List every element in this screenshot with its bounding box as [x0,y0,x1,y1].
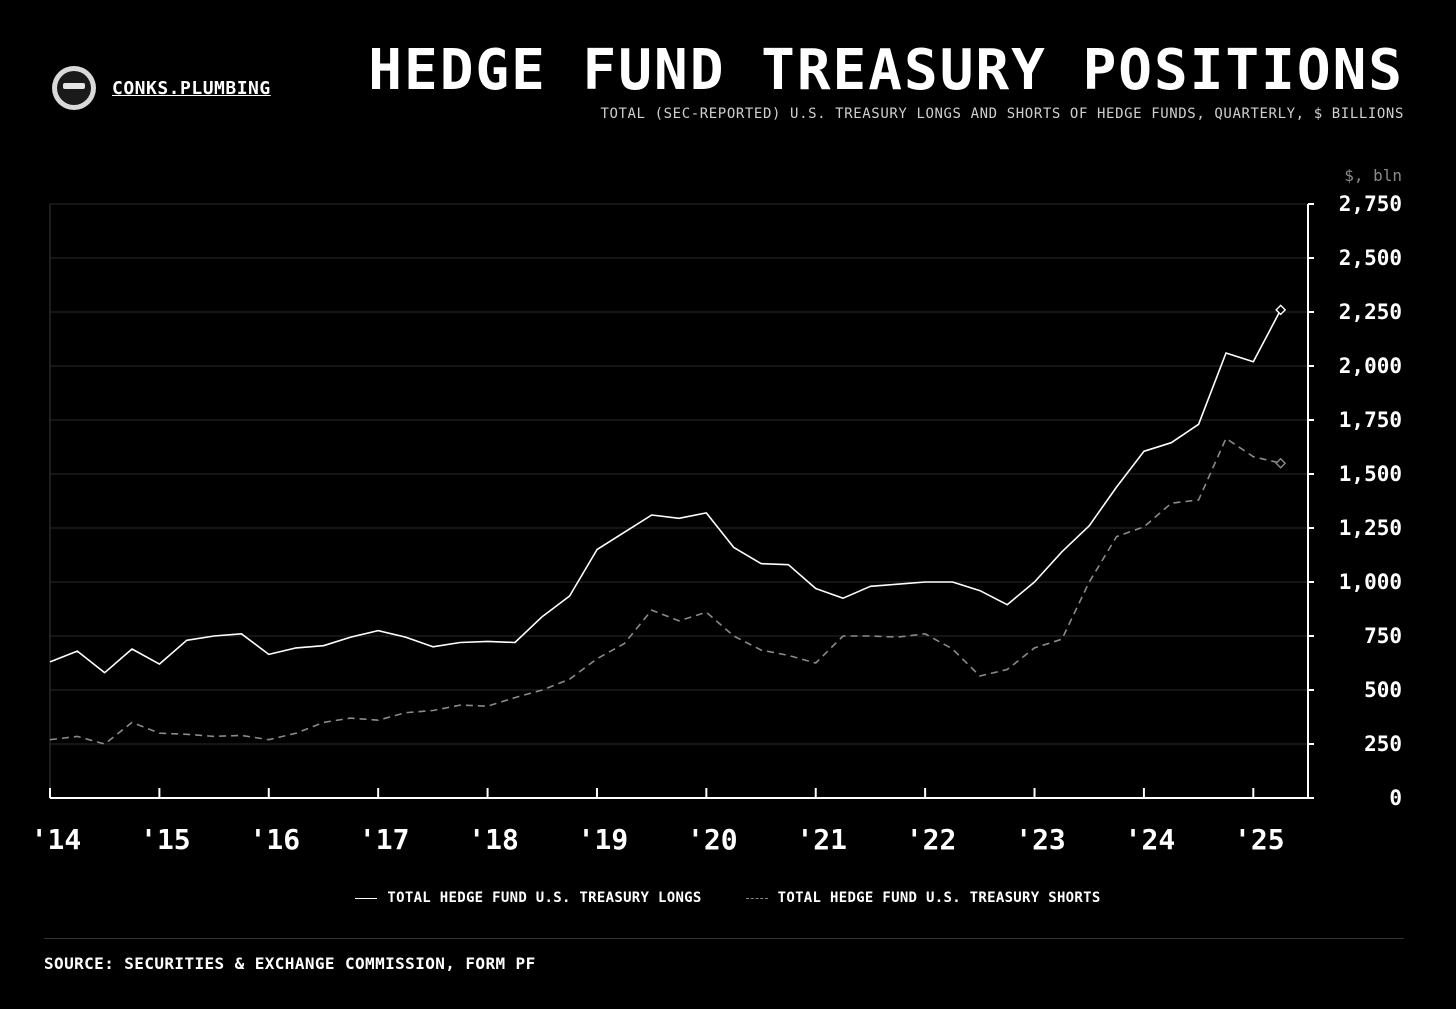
x-tick-label: '16 [249,823,300,856]
brand-link[interactable]: CONKS.PLUMBING [112,77,271,99]
series-line-shorts [49,437,1281,745]
y-tick-label: 2,000 [1339,354,1402,378]
x-tick-label: '22 [906,823,957,856]
x-tick-label: '23 [1015,823,1066,856]
chart-subtitle: TOTAL (SEC-REPORTED) U.S. TREASURY LONGS… [600,106,1404,122]
y-tick-label: 0 [1389,786,1402,810]
y-tick-label: 1,000 [1339,570,1402,594]
legend-swatch-dashed [745,897,768,899]
x-tick-label: '18 [468,823,519,856]
y-tick-label: 250 [1364,732,1402,756]
x-tick-label: '21 [796,823,847,856]
y-tick-label: 500 [1364,678,1402,702]
legend-item-shorts: TOTAL HEDGE FUND U.S. TREASURY SHORTS [745,890,1101,906]
legend-swatch-solid [355,897,378,899]
x-tick-label: '25 [1234,823,1285,856]
y-tick-label: 1,250 [1339,516,1402,540]
x-tick-label: '14 [31,823,82,856]
legend: TOTAL HEDGE FUND U.S. TREASURY LONGS TOT… [0,890,1456,906]
y-tick-label: 2,250 [1339,300,1402,324]
brand: CONKS.PLUMBING [52,66,271,110]
y-tick-label: 1,750 [1339,408,1402,432]
x-tick-label: '20 [687,823,738,856]
y-tick-label: 2,500 [1339,246,1402,270]
line-chart: 0 250 500 750 1,000 1,250 1,500 1,750 2,000 2,250… [31,166,1402,856]
y-tick-label: 750 [1364,624,1402,648]
source-note: SOURCE: SECURITIES & EXCHANGE COMMISSION… [44,954,536,973]
y-tick-label: 2,750 [1339,192,1402,216]
y-axis-label: $, bln [1344,166,1402,185]
x-tick-label: '15 [140,823,191,856]
x-tick-label: '17 [359,823,410,856]
avatar [52,66,96,110]
x-tick-label: '19 [578,823,629,856]
chart-title: HEDGE FUND TREASURY POSITIONS [368,38,1404,103]
footer-divider [44,938,1404,939]
last-point-marker [1275,457,1287,469]
legend-label-longs: TOTAL HEDGE FUND U.S. TREASURY LONGS [387,890,702,906]
series-line-longs [49,309,1282,674]
y-tick-label: 1,500 [1339,462,1402,486]
legend-item-longs: TOTAL HEDGE FUND U.S. TREASURY LONGS [355,890,701,906]
legend-label-shorts: TOTAL HEDGE FUND U.S. TREASURY SHORTS [777,890,1101,906]
x-tick-label: '24 [1125,823,1176,856]
last-point-marker [1275,304,1287,316]
